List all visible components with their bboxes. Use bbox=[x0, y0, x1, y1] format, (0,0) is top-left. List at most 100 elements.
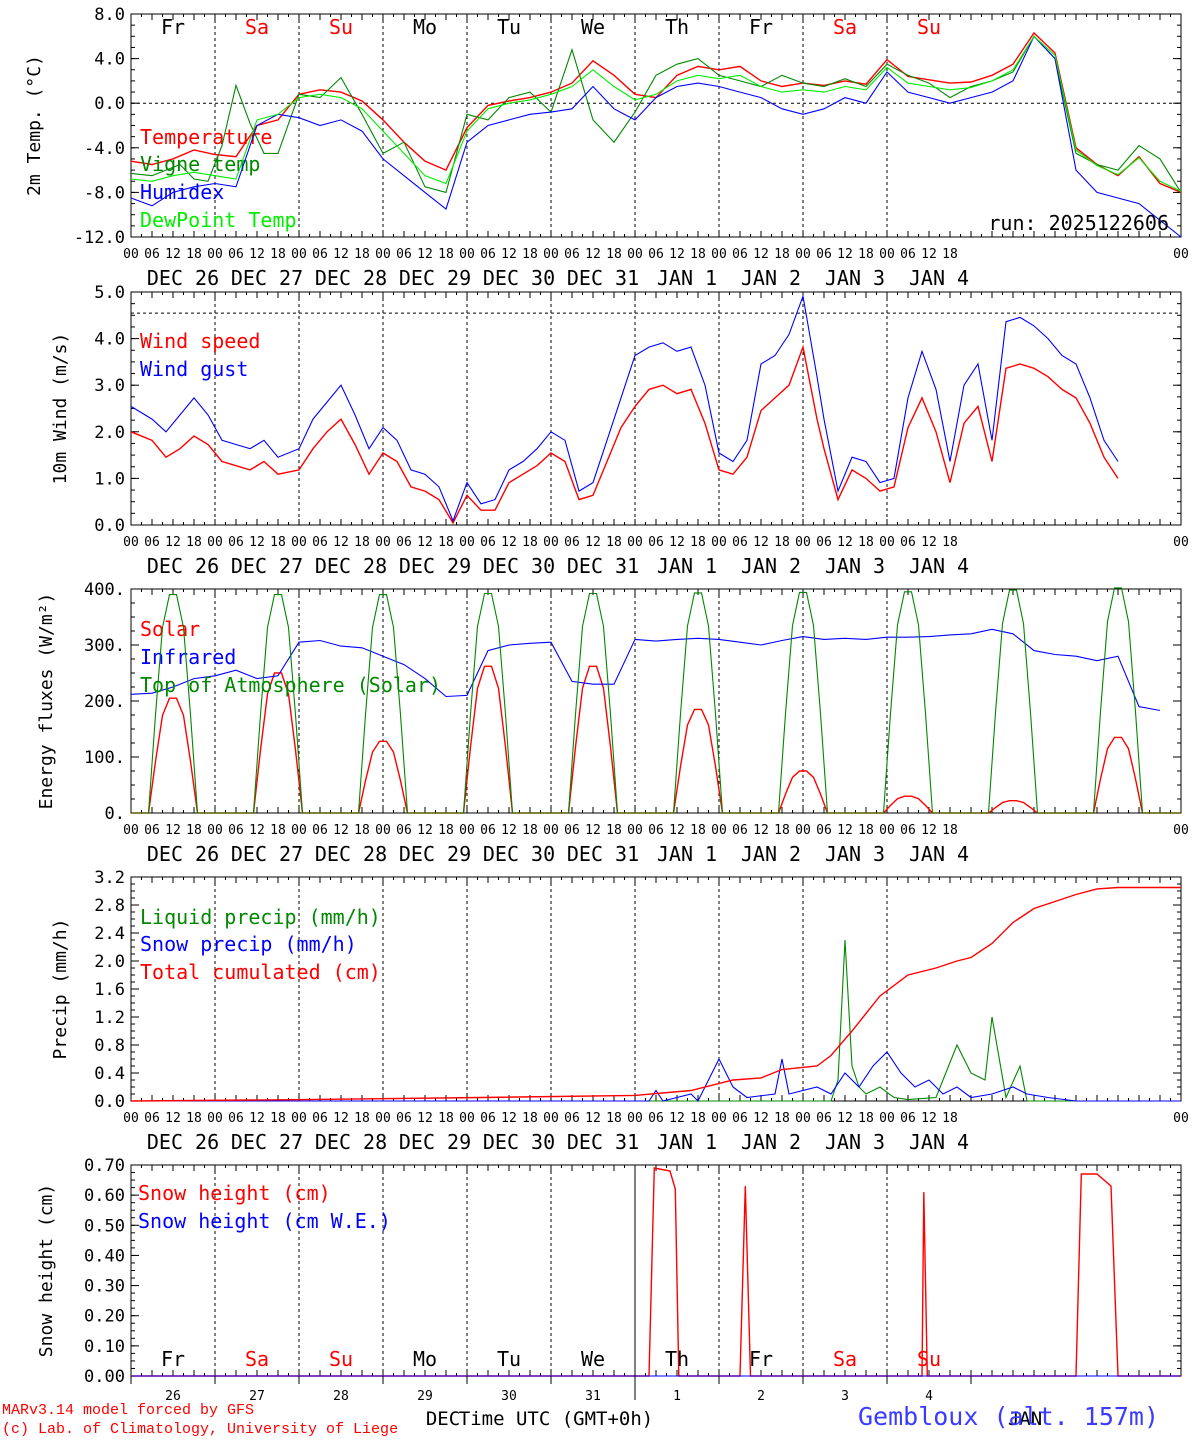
hour-label: 18 bbox=[690, 1111, 706, 1126]
series-line bbox=[131, 1051, 1181, 1102]
legend-entry: Liquid precip (mm/h) bbox=[140, 905, 381, 929]
hour-label: 18 bbox=[522, 1111, 538, 1126]
hour-label: 18 bbox=[186, 535, 202, 550]
hour-label: 12 bbox=[333, 823, 349, 838]
date-label: DEC 28 bbox=[315, 842, 387, 866]
hour-label: 06 bbox=[144, 535, 160, 550]
hour-label: 06 bbox=[816, 823, 832, 838]
hour-label: 18 bbox=[858, 1111, 874, 1126]
hour-label: 00 bbox=[711, 535, 727, 550]
y-tick-label: 0.40 bbox=[84, 1246, 125, 1266]
hour-label: 12 bbox=[333, 535, 349, 550]
hour-label: 18 bbox=[858, 247, 874, 262]
legend-entry: Snow height (cm) bbox=[138, 1181, 331, 1205]
hour-label: 18 bbox=[438, 247, 454, 262]
hour-label: 06 bbox=[312, 535, 328, 550]
hour-label: 12 bbox=[249, 247, 265, 262]
y-tick-label: 0.70 bbox=[84, 1156, 125, 1176]
date-label: DEC 26 bbox=[147, 266, 219, 290]
date-label: DEC 29 bbox=[399, 554, 471, 578]
y-tick-label: 0.60 bbox=[84, 1186, 125, 1206]
y-tick-label: 0.0 bbox=[94, 516, 125, 536]
hour-label: 06 bbox=[396, 1111, 412, 1126]
weekday-label: Fr bbox=[749, 15, 773, 39]
hour-label: 12 bbox=[249, 535, 265, 550]
date-label: DEC 30 bbox=[483, 266, 555, 290]
weekday-label: We bbox=[581, 15, 605, 39]
series-line bbox=[130, 294, 1119, 523]
hour-label: 18 bbox=[438, 1111, 454, 1126]
hour-label: 00 bbox=[627, 823, 643, 838]
hour-label: 18 bbox=[270, 247, 286, 262]
hour-label: 12 bbox=[753, 1111, 769, 1126]
hour-label: 18 bbox=[354, 535, 370, 550]
hour-label: 00 bbox=[1173, 535, 1189, 550]
hour-label: 12 bbox=[417, 247, 433, 262]
y-axis-label: Precip (mm/h) bbox=[50, 919, 71, 1060]
y-tick-label: 200. bbox=[84, 692, 125, 712]
hour-label: 18 bbox=[270, 535, 286, 550]
hour-label: 18 bbox=[354, 1111, 370, 1126]
date-label: DEC 27 bbox=[231, 266, 303, 290]
hour-label: 12 bbox=[585, 1111, 601, 1126]
hour-label: 12 bbox=[501, 1111, 517, 1126]
day-number-label: 2 bbox=[757, 1389, 765, 1404]
hour-label: 12 bbox=[501, 535, 517, 550]
hour-label: 12 bbox=[753, 823, 769, 838]
hour-label: 18 bbox=[774, 823, 790, 838]
date-label: JAN 2 bbox=[741, 266, 801, 290]
date-label: JAN 4 bbox=[909, 1130, 969, 1154]
hour-label: 18 bbox=[690, 823, 706, 838]
hour-label: 00 bbox=[459, 1111, 475, 1126]
y-tick-label: 4.0 bbox=[94, 50, 125, 70]
hour-label: 00 bbox=[207, 1111, 223, 1126]
series-line bbox=[131, 939, 1181, 1102]
y-tick-label: 300. bbox=[84, 636, 125, 656]
hour-label: 12 bbox=[753, 535, 769, 550]
panel-frame bbox=[130, 291, 1182, 526]
hour-label: 12 bbox=[585, 535, 601, 550]
weekday-label: Tu bbox=[497, 15, 521, 39]
hour-label: 06 bbox=[312, 823, 328, 838]
hour-label: 06 bbox=[564, 1111, 580, 1126]
hour-label: 00 bbox=[1173, 823, 1189, 838]
weekday-label: Fr bbox=[161, 1347, 185, 1371]
hour-label: 18 bbox=[774, 247, 790, 262]
run-label: run: 2025122606 bbox=[988, 211, 1169, 235]
hour-label: 12 bbox=[921, 1111, 937, 1126]
hour-label: 12 bbox=[585, 247, 601, 262]
weekday-label: Sa bbox=[245, 15, 269, 39]
date-label: DEC 27 bbox=[231, 842, 303, 866]
hour-label: 18 bbox=[774, 535, 790, 550]
hour-label: 12 bbox=[417, 1111, 433, 1126]
hour-label: 12 bbox=[921, 823, 937, 838]
hour-label: 12 bbox=[669, 823, 685, 838]
hour-label: 06 bbox=[480, 535, 496, 550]
weekday-label: Sa bbox=[833, 15, 857, 39]
hour-label: 00 bbox=[459, 535, 475, 550]
series-line bbox=[130, 886, 1181, 1102]
hour-label: 06 bbox=[564, 535, 580, 550]
hour-label: 06 bbox=[816, 1111, 832, 1126]
hour-label: 06 bbox=[228, 1111, 244, 1126]
hour-label: 06 bbox=[732, 1111, 748, 1126]
legend-entry: DewPoint Temp bbox=[140, 208, 297, 232]
y-tick-label: -4.0 bbox=[84, 139, 125, 159]
model-credit: MARv3.14 model forced by GFS bbox=[2, 1402, 255, 1419]
y-tick-label: 0. bbox=[105, 804, 125, 824]
hour-label: 12 bbox=[249, 823, 265, 838]
hour-label: 12 bbox=[165, 1111, 181, 1126]
hour-label: 18 bbox=[606, 823, 622, 838]
y-tick-label: 0.10 bbox=[84, 1337, 125, 1357]
hour-label: 00 bbox=[375, 1111, 391, 1126]
hour-label: 00 bbox=[207, 247, 223, 262]
hour-label: 12 bbox=[417, 535, 433, 550]
hour-label: 00 bbox=[627, 247, 643, 262]
date-label: DEC 26 bbox=[147, 554, 219, 578]
date-label: DEC 29 bbox=[399, 1130, 471, 1154]
hour-label: 00 bbox=[291, 823, 307, 838]
hour-label: 18 bbox=[606, 247, 622, 262]
date-label: DEC 28 bbox=[315, 266, 387, 290]
hour-label: 18 bbox=[270, 823, 286, 838]
y-tick-label: 1.2 bbox=[94, 1008, 125, 1028]
